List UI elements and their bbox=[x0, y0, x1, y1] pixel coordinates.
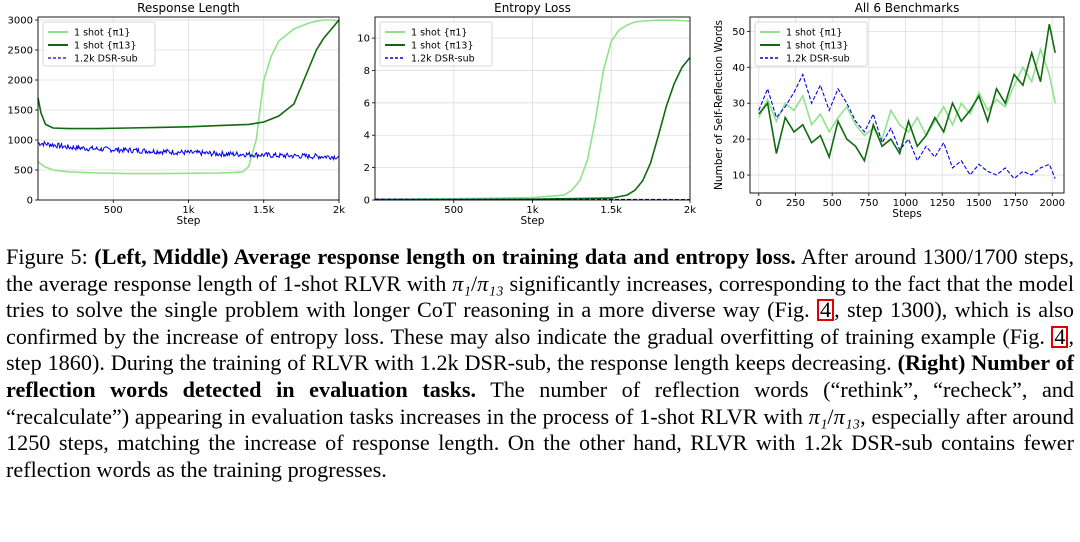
caption-text-6: , especially after around 1250 steps, ma… bbox=[6, 403, 1074, 482]
y-tick-label: 0 bbox=[364, 196, 370, 207]
entropy-loss-chart: 500 1k 1.5k 2k 0 2 4 6 8 10 Entropy Loss Step 1 shot… bbox=[357, 1, 696, 227]
x-tick-label: 500 bbox=[104, 205, 123, 216]
x-tick-label: 2k bbox=[684, 205, 696, 216]
caption-text-4: , step 1860). During the training of RLV… bbox=[6, 323, 1074, 376]
series-line-1 bbox=[374, 19, 691, 200]
chart-title: Entropy Loss bbox=[494, 1, 571, 15]
caption-text-3: , step 1300), which is also confirmed by… bbox=[6, 297, 1075, 349]
caption-right-bold: (Right) Number of reflection words detec… bbox=[6, 350, 1075, 402]
math-pi1: π₁ bbox=[452, 270, 471, 296]
y-tick-label: 3000 bbox=[8, 16, 33, 27]
legend-box bbox=[379, 21, 493, 67]
math-pi13: π₁₃ bbox=[477, 270, 504, 296]
x-tick-label: 250 bbox=[786, 198, 805, 209]
math-slash: / bbox=[470, 270, 478, 296]
y-tick-label: 1000 bbox=[8, 136, 33, 147]
math-pi1: π₁ bbox=[808, 403, 828, 429]
figure-label: Figure 5: bbox=[6, 244, 88, 269]
y-tick-label: 40 bbox=[732, 63, 745, 74]
caption-text-5: The number of reflection words (“rethink… bbox=[6, 376, 1074, 429]
figure-ref-link[interactable]: 4 bbox=[817, 299, 835, 322]
response-length-chart: 500 1k 1.5k 2k 0 500 1000 1500 2000 2500 3000 Respo… bbox=[8, 1, 346, 227]
x-tick-label: 2000 bbox=[1040, 198, 1065, 209]
y-tick-label: 0 bbox=[27, 196, 33, 207]
x-tick-label: 1750 bbox=[1003, 198, 1028, 209]
y-tick-label: 2000 bbox=[8, 76, 33, 87]
figure-caption: Figure 5: (Left, Middle) Average respons… bbox=[6, 244, 1074, 483]
series-line-3 bbox=[758, 73, 1056, 180]
x-axis-label: Step bbox=[521, 215, 545, 227]
x-tick-label: 1250 bbox=[929, 198, 954, 209]
figure-row: 500 1k 1.5k 2k 0 500 1000 1500 2000 2500 3000 Respo… bbox=[0, 0, 1080, 230]
legend-box bbox=[42, 21, 156, 67]
x-tick-label: 1k bbox=[526, 205, 538, 216]
legend-box bbox=[754, 21, 868, 67]
series-line-1 bbox=[37, 19, 340, 175]
y-tick-label: 6 bbox=[364, 98, 370, 109]
x-axis-label: Step bbox=[177, 215, 201, 227]
math-pi13: π₁₃ bbox=[833, 403, 861, 429]
legend-label: 1 shot {π13} bbox=[786, 41, 849, 52]
chart-title: All 6 Benchmarks bbox=[855, 1, 960, 15]
y-tick-label: 20 bbox=[732, 135, 745, 146]
x-tick-label: 2k bbox=[333, 205, 345, 216]
legend-label: 1.2k DSR-sub bbox=[74, 54, 138, 65]
y-axis-label: Number of Self-Reflection Words bbox=[713, 20, 725, 190]
y-tick-label: 1500 bbox=[8, 106, 33, 117]
x-tick-label: 1.5k bbox=[253, 205, 275, 216]
legend-label: 1.2k DSR-sub bbox=[411, 54, 475, 65]
chart-title: Response Length bbox=[137, 1, 240, 15]
figure-ref-link[interactable]: 4 bbox=[1051, 325, 1069, 348]
plot-frame bbox=[749, 16, 1065, 194]
y-tick-label: 500 bbox=[14, 166, 33, 177]
y-tick-label: 30 bbox=[732, 99, 745, 110]
y-tick-label: 2500 bbox=[8, 46, 33, 57]
x-tick-label: 1.5k bbox=[600, 205, 622, 216]
x-axis-label: Steps bbox=[892, 208, 921, 220]
caption-text-1: After around 1300/1700 steps, the averag… bbox=[6, 244, 1075, 296]
y-tick-label: 2 bbox=[364, 163, 370, 174]
y-tick-label: 4 bbox=[364, 131, 370, 142]
x-tick-label: 1k bbox=[182, 205, 194, 216]
caption-text-2: significantly increases, corresponding t… bbox=[6, 270, 1075, 323]
y-tick-label: 50 bbox=[732, 27, 745, 38]
y-tick-label: 8 bbox=[364, 66, 370, 77]
legend-label: 1 shot {π13} bbox=[74, 41, 137, 52]
legend-label: 1 shot {π1} bbox=[74, 28, 130, 39]
y-tick-label: 10 bbox=[357, 34, 370, 45]
legend-label: 1.2k DSR-sub bbox=[786, 54, 850, 65]
series-line-3 bbox=[37, 140, 340, 162]
y-tick-label: 10 bbox=[732, 171, 745, 182]
reflection-words-chart: 0 250 500 750 1000 1250 1500 1750 2000 10 20 30 40 50… bbox=[713, 1, 1065, 220]
legend-label: 1 shot {π1} bbox=[786, 28, 842, 39]
series-line-2 bbox=[37, 19, 340, 130]
caption-lead-bold: (Left, Middle) Average response length o… bbox=[94, 244, 796, 269]
x-tick-label: 500 bbox=[444, 205, 463, 216]
x-tick-label: 750 bbox=[859, 198, 878, 209]
x-tick-label: 1000 bbox=[893, 198, 918, 209]
legend-label: 1 shot {π1} bbox=[411, 28, 467, 39]
x-tick-label: 500 bbox=[823, 198, 842, 209]
legend-label: 1 shot {π13} bbox=[411, 41, 474, 52]
x-tick-label: 0 bbox=[756, 198, 762, 209]
series-line-1 bbox=[758, 46, 1056, 141]
x-tick-label: 1500 bbox=[966, 198, 991, 209]
math-slash: / bbox=[827, 403, 834, 429]
series-line-2 bbox=[758, 24, 1056, 163]
